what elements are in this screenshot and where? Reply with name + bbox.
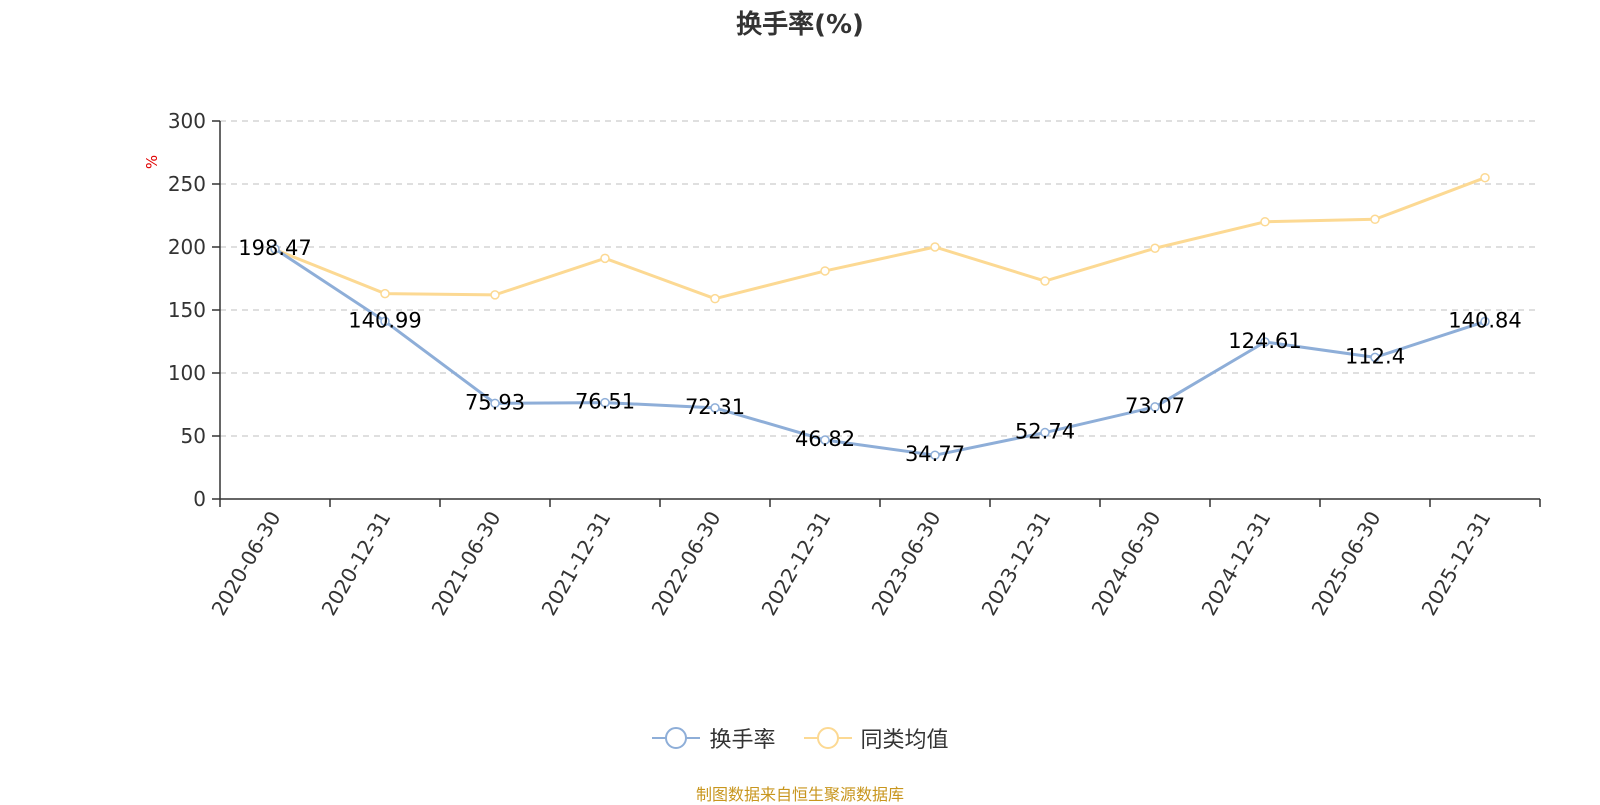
data-point	[710, 403, 720, 413]
data-point	[490, 290, 500, 300]
data-point	[1260, 337, 1270, 347]
data-point	[380, 288, 390, 299]
x-tick-label: 2023-12-31	[976, 507, 1055, 620]
data-point	[1040, 427, 1050, 438]
data-label: 112.4	[1345, 344, 1405, 368]
data-label: 34.77	[905, 442, 965, 466]
data-point	[1370, 214, 1380, 225]
x-tick-label: 2022-12-31	[756, 507, 835, 620]
data-point	[820, 435, 830, 445]
data-point	[600, 397, 610, 408]
data-point	[1260, 217, 1270, 227]
legend-marker-peer-average-icon	[803, 727, 852, 749]
data-point	[600, 253, 610, 264]
data-label: 73.07	[1125, 394, 1185, 418]
x-tick-label: 2022-06-30	[646, 507, 725, 620]
data-point	[930, 450, 940, 460]
data-point	[820, 266, 830, 276]
data-point	[380, 316, 390, 327]
data-point	[930, 242, 940, 252]
x-tick-label: 2024-12-31	[1196, 507, 1275, 620]
data-point	[1150, 243, 1160, 254]
data-point	[710, 293, 720, 304]
data-label: 124.61	[1228, 329, 1301, 353]
chart-title: 换手率(%)	[736, 10, 864, 40]
data-label: 140.84	[1448, 309, 1521, 333]
y-tick-label: 300	[168, 109, 206, 133]
data-point	[270, 244, 280, 254]
data-point	[1480, 172, 1490, 183]
legend-marker-turnover-icon	[652, 727, 701, 749]
data-label: 76.51	[575, 390, 635, 414]
x-tick-label: 2020-12-31	[316, 507, 395, 620]
data-point	[1480, 316, 1490, 327]
y-tick-label: 0	[193, 487, 206, 511]
data-label: 75.93	[465, 390, 525, 414]
data-label: 52.74	[1015, 420, 1075, 444]
legend-item-peer-average[interactable]: 同类均值	[803, 722, 949, 754]
series-line-0	[274, 247, 1486, 457]
x-tick-label: 2021-12-31	[536, 507, 615, 620]
y-tick-label: 200	[168, 235, 206, 259]
data-point	[1370, 352, 1380, 363]
data-label: 46.82	[795, 427, 855, 451]
legend: 换手率 同类均值	[0, 722, 1600, 757]
y-tick-label: 100	[168, 361, 206, 385]
x-tick-label: 2020-06-30	[206, 507, 285, 620]
data-point	[490, 398, 500, 409]
x-tick-label: 2025-12-31	[1416, 507, 1495, 620]
legend-item-turnover[interactable]: 换手率	[651, 722, 776, 754]
data-label: 198.47	[238, 236, 311, 260]
legend-label-peer-average: 同类均值	[860, 728, 949, 753]
y-tick-label: 250	[168, 172, 206, 196]
y-tick-label: 150	[168, 298, 206, 322]
y-axis-unit-label: %	[143, 155, 161, 169]
data-label: 72.31	[685, 395, 745, 419]
data-point	[1040, 276, 1050, 286]
x-tick-label: 2021-06-30	[426, 507, 505, 620]
x-tick-label: 2024-06-30	[1086, 507, 1165, 620]
data-point	[1150, 402, 1160, 412]
data-label: 140.99	[348, 308, 421, 332]
y-tick-label: 50	[181, 424, 206, 448]
legend-label-turnover: 换手率	[709, 728, 776, 753]
series-line-1	[274, 176, 1486, 301]
x-tick-label: 2025-06-30	[1306, 507, 1385, 620]
x-tick-label: 2023-06-30	[866, 507, 945, 620]
source-note: 制图数据来自恒生聚源数据库	[695, 785, 904, 804]
